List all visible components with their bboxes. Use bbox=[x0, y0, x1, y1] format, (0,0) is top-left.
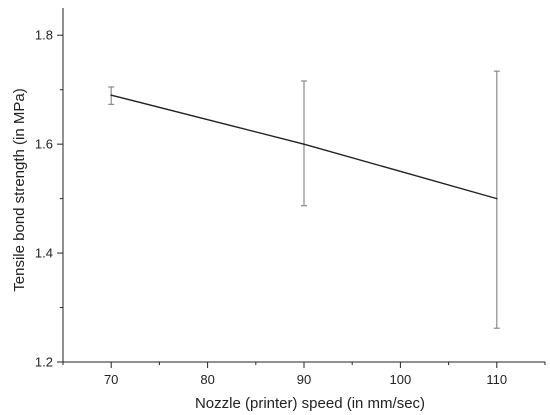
data-point bbox=[303, 143, 305, 145]
x-tick-label: 100 bbox=[390, 372, 412, 387]
x-tick-label: 70 bbox=[104, 372, 118, 387]
x-axis-label: Nozzle (printer) speed (in mm/sec) bbox=[195, 395, 425, 412]
plot-area bbox=[108, 70, 500, 329]
y-tick-label: 1.2 bbox=[35, 355, 53, 370]
y-tick-label: 1.6 bbox=[35, 137, 53, 152]
x-tick-label: 80 bbox=[200, 372, 214, 387]
data-point bbox=[496, 197, 498, 200]
data-point bbox=[110, 94, 112, 96]
y-axis-label: Tensile bond strength (in MPa) bbox=[11, 88, 28, 291]
x-tick-label: 110 bbox=[486, 372, 507, 387]
y-tick-label: 1.8 bbox=[35, 28, 53, 43]
x-tick-label: 90 bbox=[297, 372, 311, 387]
axes: 70 80 90 100 110 1.2 1.4 1.6 1.8 bbox=[35, 8, 546, 387]
y-tick-label: 1.4 bbox=[35, 246, 53, 261]
